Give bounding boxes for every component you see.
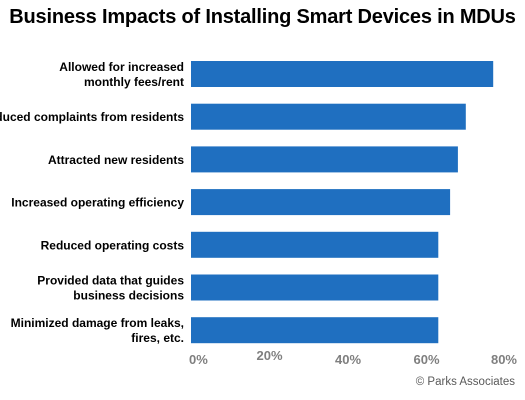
- x-axis-ticks: 0% 20% 40% 60% 80%: [189, 348, 517, 367]
- chart-title: Business Impacts of Installing Smart Dev…: [9, 6, 516, 28]
- x-tick-label-4: 60%: [413, 352, 439, 367]
- bar-2: [191, 103, 466, 130]
- bars-layer: [191, 61, 494, 344]
- category-label-2: Reduced complaints from residents: [0, 110, 184, 124]
- bar-3: [191, 146, 458, 173]
- bar-7: [191, 317, 439, 344]
- category-label-1: Allowed for increased monthly fees/rent: [59, 60, 184, 89]
- bar-1: [191, 61, 494, 87]
- bar-5: [191, 231, 439, 258]
- category-label-5: Reduced operating costs: [41, 238, 185, 252]
- x-tick-label-1: 0%: [189, 352, 208, 367]
- category-label-4: Increased operating efficiency: [11, 196, 184, 210]
- category-label-6: Provided data that guides business decisi…: [37, 274, 184, 303]
- bar-4: [191, 189, 451, 216]
- x-tick-label-2: 20%: [256, 348, 282, 363]
- category-label-7: Minimized damage from leaks, fires, etc.: [11, 316, 184, 345]
- bar-6: [191, 274, 439, 301]
- x-tick-label-5: 80%: [491, 352, 517, 367]
- category-label-3: Attracted new residents: [48, 153, 184, 167]
- credit-text: © Parks Associates: [415, 376, 515, 388]
- x-tick-label-3: 40%: [335, 352, 361, 367]
- category-labels: Allowed for increased monthly fees/rent Re…: [0, 60, 184, 345]
